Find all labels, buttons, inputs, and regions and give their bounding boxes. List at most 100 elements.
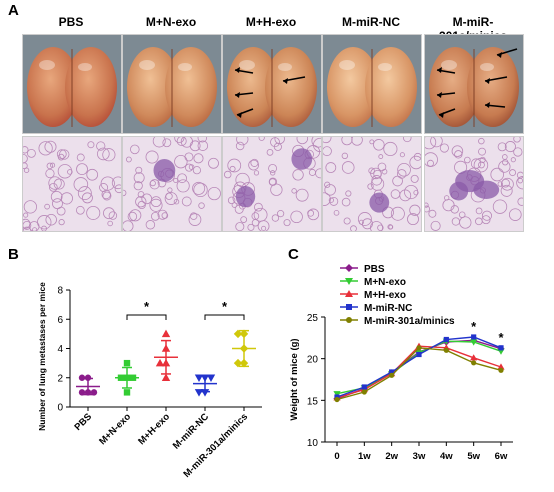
alveolus: [481, 215, 491, 225]
legend-marker: [345, 290, 353, 297]
alveolus: [60, 192, 73, 205]
alveolus: [270, 170, 276, 176]
alveolus: [97, 147, 110, 161]
alveolus: [351, 137, 363, 146]
x-tick-label: M+N-exo: [97, 411, 133, 447]
alveolus: [167, 187, 173, 193]
alveolus: [56, 206, 66, 216]
alveolus: [290, 210, 303, 224]
alveolus: [102, 148, 116, 162]
alveolus: [162, 138, 172, 148]
data-point: [155, 358, 165, 367]
alveolus: [23, 212, 29, 218]
alveolus: [370, 177, 385, 191]
alveolus: [261, 225, 267, 231]
alveolus: [451, 217, 461, 226]
alveolus: [258, 137, 265, 141]
alveolus: [23, 153, 28, 164]
panel-b-letter: B: [8, 246, 19, 263]
column-label: PBS: [58, 15, 84, 29]
histology-section: [424, 136, 524, 232]
alveolus: [141, 193, 153, 205]
data-point: [123, 374, 131, 381]
alveolus: [149, 179, 160, 190]
alveolus: [108, 211, 118, 220]
alveolus: [458, 211, 466, 219]
arrow-head: [497, 52, 502, 58]
alveolus: [513, 147, 523, 157]
alveolus: [150, 212, 160, 221]
highlight: [39, 60, 55, 70]
y-tick-label: 8: [57, 286, 63, 297]
x-tick-label: 3w: [413, 451, 426, 462]
alveolus: [236, 137, 249, 146]
alveolus: [478, 147, 486, 156]
y-tick-label: 4: [57, 344, 63, 355]
data-point: [78, 374, 86, 381]
tumor-nodule: [291, 148, 313, 170]
tumor-nodule: [153, 158, 176, 182]
alveolus: [150, 196, 162, 208]
alveolus: [409, 204, 421, 216]
alveolus: [381, 168, 388, 175]
alveolus: [192, 166, 202, 175]
alveolus: [369, 139, 375, 145]
alveolus: [53, 178, 65, 190]
alveolus: [292, 169, 304, 181]
alveolus: [410, 174, 419, 183]
data-point: [161, 329, 171, 338]
alveolus: [235, 172, 250, 188]
alveolus: [181, 196, 192, 207]
alveolus: [248, 159, 259, 171]
x-tick-label: 2w: [385, 451, 398, 462]
alveolus: [383, 141, 398, 157]
alveolus: [50, 190, 63, 203]
highlight: [139, 60, 155, 70]
alveolus: [475, 217, 483, 226]
alveolus: [174, 137, 185, 144]
alveolus: [341, 197, 351, 207]
alveolus: [313, 137, 321, 153]
column-label: M+N-exo: [145, 15, 197, 29]
y-tick-label: 25: [307, 313, 319, 324]
alveolus: [227, 196, 236, 205]
data-point: [200, 374, 210, 382]
histology-illustration: [123, 137, 221, 231]
alveolus: [46, 162, 54, 170]
alveolus: [23, 162, 28, 170]
alveolus: [173, 177, 179, 183]
alveolus: [130, 144, 140, 155]
x-tick-label: M+H-exo: [136, 411, 172, 447]
significance-bracket: [204, 314, 245, 320]
alveolus: [45, 168, 55, 179]
alveolus: [439, 143, 449, 153]
alveolus: [270, 137, 280, 148]
significance-bracket: [126, 314, 167, 320]
alveolus: [508, 208, 522, 221]
y-tick-label: 6: [57, 315, 63, 326]
alveolus: [510, 157, 516, 163]
highlight: [339, 60, 355, 70]
highlight: [239, 60, 255, 70]
arrow-head: [235, 92, 240, 98]
alveolus: [173, 198, 180, 205]
alveolus: [390, 189, 401, 199]
alveolus: [402, 137, 412, 143]
alveolus: [165, 192, 173, 200]
alveolus: [497, 142, 507, 152]
alveolus: [291, 188, 297, 194]
data-point: [117, 374, 125, 381]
left-lung-lobe: [127, 47, 179, 127]
right-lung-lobe: [65, 47, 117, 127]
alveolus: [315, 168, 321, 179]
alveolus: [492, 199, 508, 214]
alveolus: [86, 205, 101, 220]
alveolus: [323, 192, 331, 206]
alveolus: [157, 209, 168, 220]
alveolus: [102, 191, 112, 201]
alveolus: [76, 163, 88, 175]
alveolus: [96, 141, 106, 151]
alveolus: [295, 188, 309, 202]
histology-illustration: [223, 137, 321, 231]
alveolus: [223, 170, 232, 179]
